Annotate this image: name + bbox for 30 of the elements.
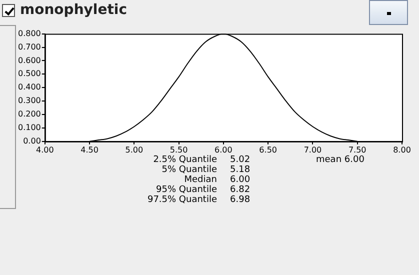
y-tick-label: 0.00 [23,136,41,146]
y-tick-label: 0.600 [18,56,41,65]
text: 6.98 [230,195,250,205]
x-tick-label: 6.50 [259,145,277,154]
text: Median [183,175,217,185]
chart-title: monophyletic [20,2,127,18]
x-tick-label: 5.50 [170,145,188,154]
text: 6.82 [230,185,250,195]
x-tick-label: 6.00 [214,145,232,154]
text: 97.5% Quantile [146,195,217,205]
text: 6.00 [230,175,250,185]
text: 2.5% Quantile [152,155,217,165]
y-tick-label: 0.200 [18,110,41,119]
x-tick-label: 5.00 [125,145,144,154]
y-tick-label: 0.300 [18,96,41,106]
y-tick-label: 0.400 [18,82,41,92]
x-tick-label: 7.50 [348,145,366,154]
y-tick-label: 0.100 [18,123,41,132]
x-tick-label: 7.00 [304,145,322,154]
x-tick-label: 4.00 [36,145,54,154]
text: 5.02 [230,155,250,165]
y-tick-label: 0.500 [18,69,41,78]
text: 95% Quantile [155,185,217,195]
x-tick-label: 8.00 [393,145,411,154]
x-tick-label: 4.50 [80,145,98,154]
y-tick-label: 0.800 [18,28,41,38]
text: mean 6.00 [316,155,364,165]
text: 5.18 [230,165,250,175]
y-tick-label: 0.700 [18,42,41,52]
text: 5% Quantile [160,165,217,175]
